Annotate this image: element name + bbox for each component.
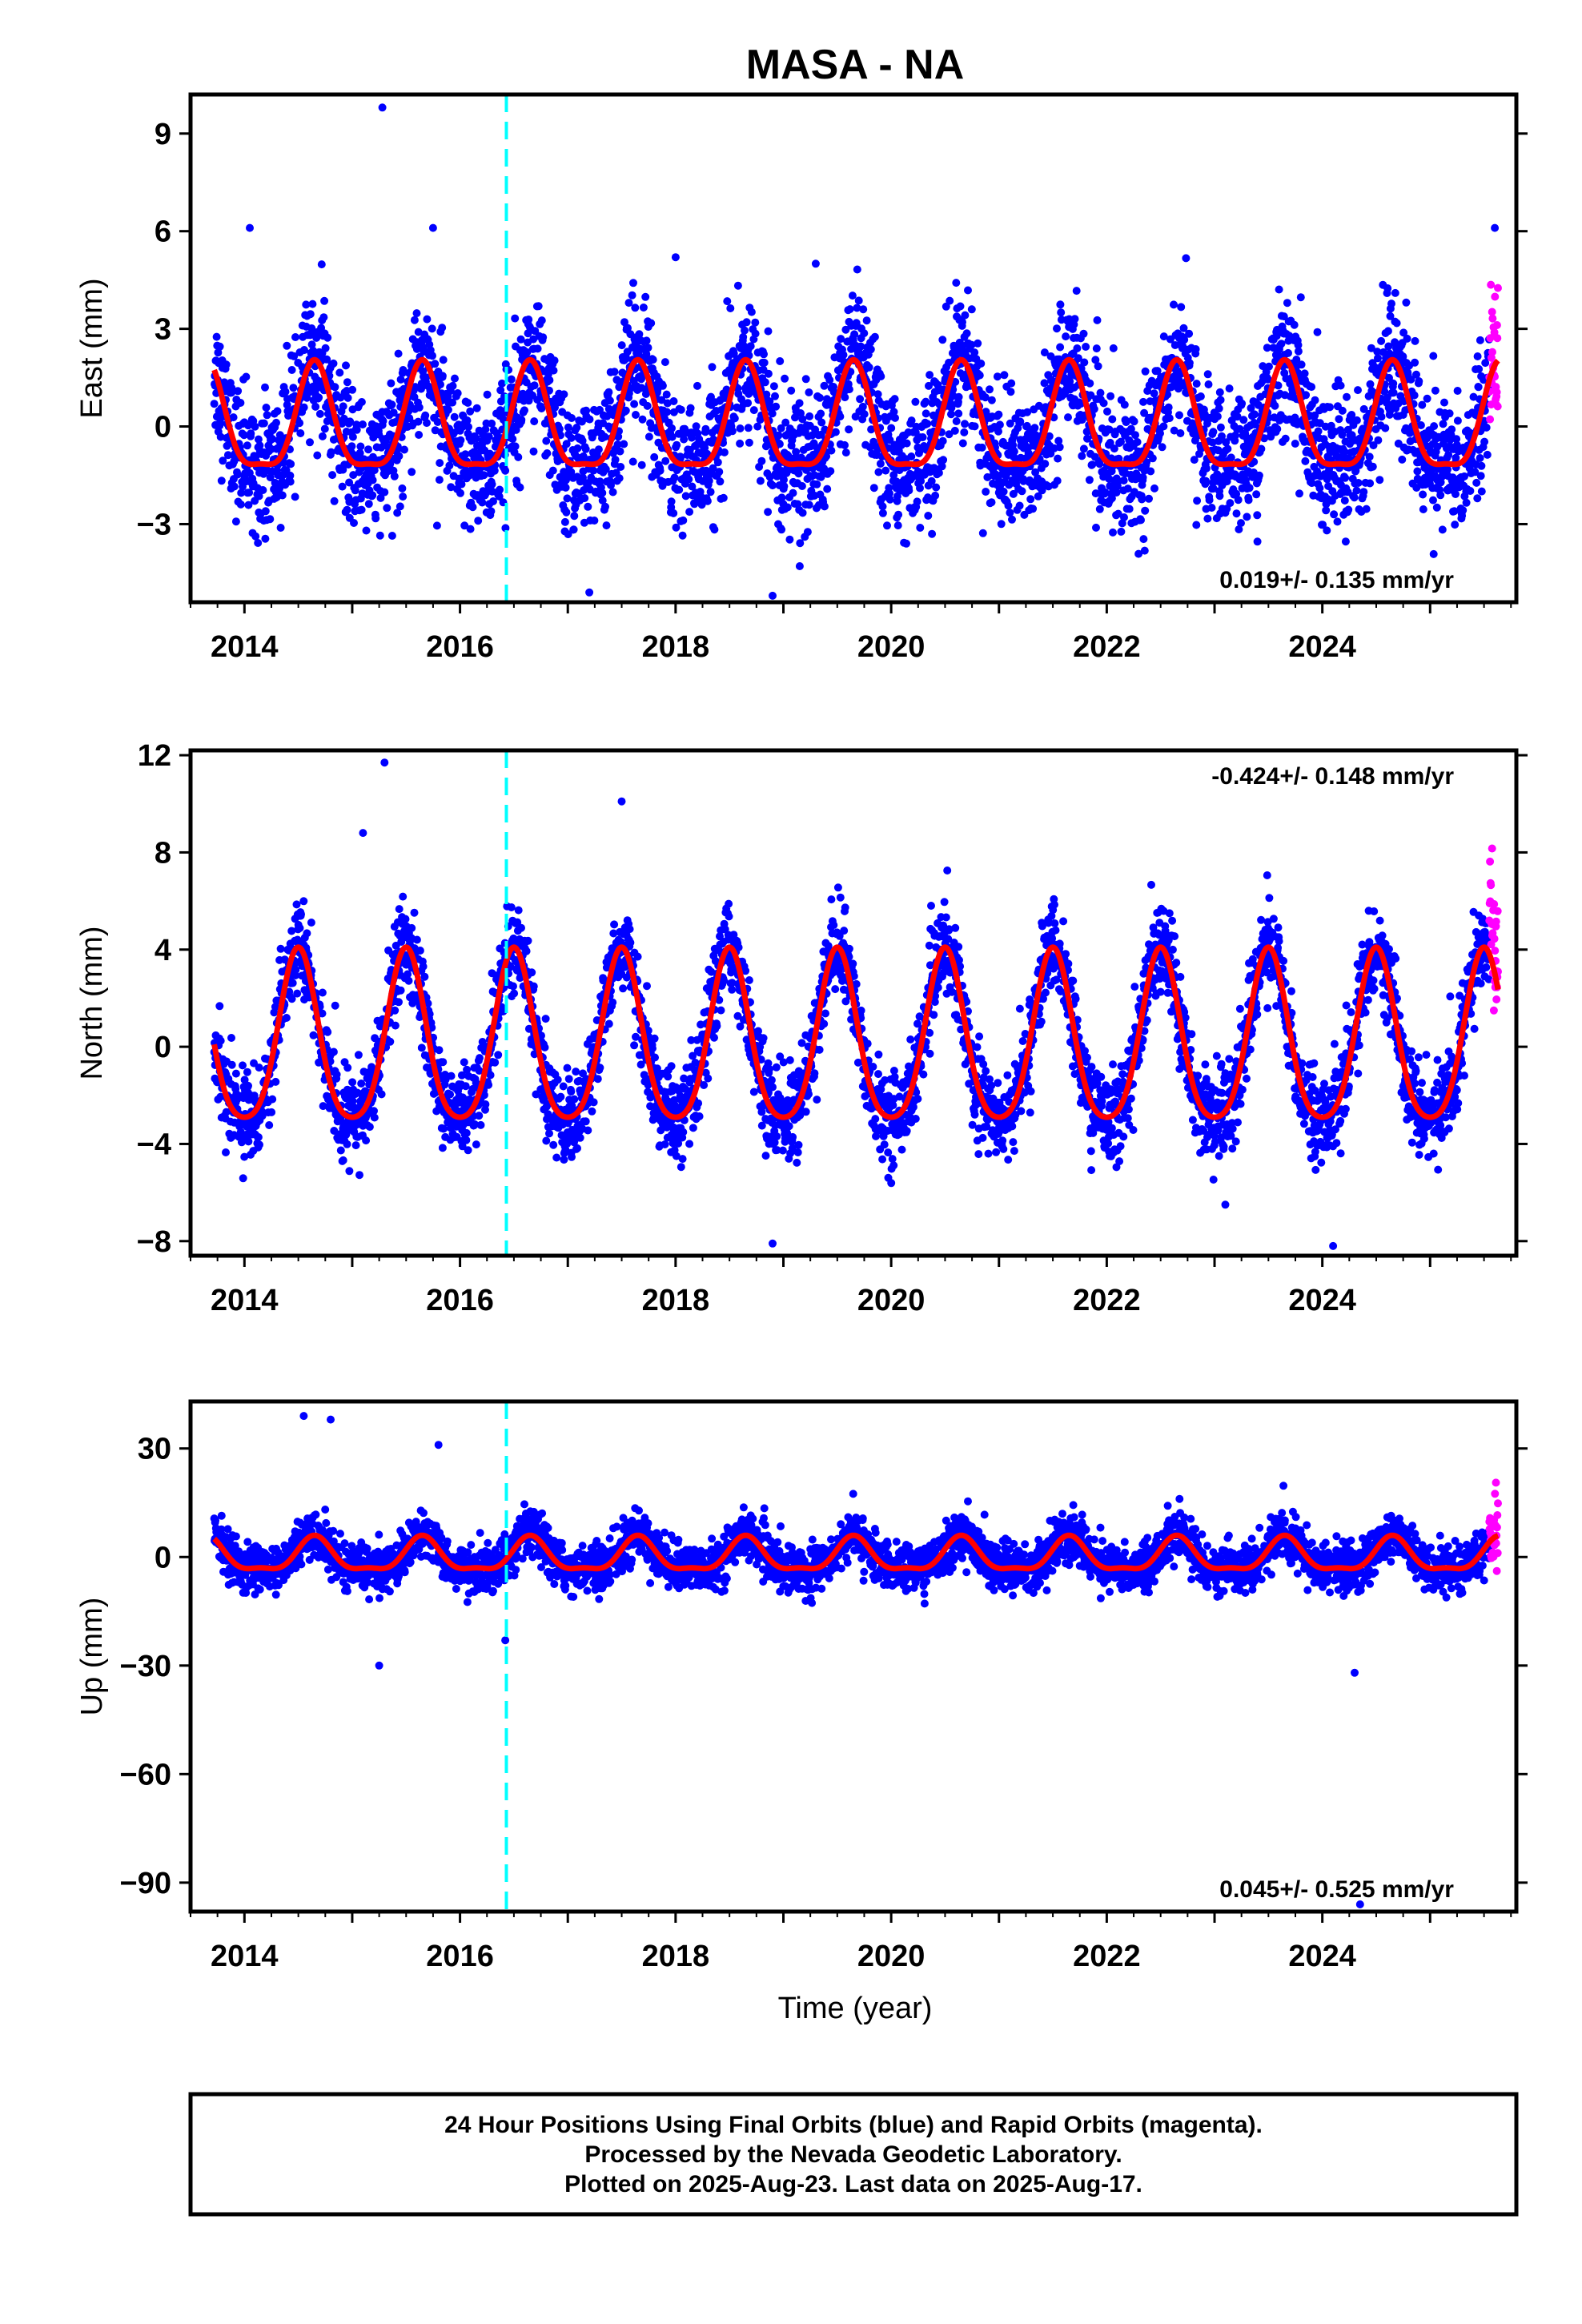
y-tick-label-east: 3: [155, 313, 171, 347]
y-tick-label-north: −8: [137, 1225, 171, 1259]
x-tick-label-east: 2014: [211, 630, 279, 664]
chart-title: MASA - NA: [746, 42, 965, 88]
x-tick-label-north: 2014: [211, 1284, 279, 1317]
x-tick-label-up: 2020: [857, 1940, 926, 1973]
y-tick-label-up: 30: [138, 1433, 171, 1466]
rate-text-north: -0.424+/- 0.148 mm/yr: [1211, 763, 1454, 790]
y-tick-label-up: −30: [120, 1650, 171, 1683]
footer-frame: [188, 2092, 1519, 2217]
y-axis-title-east: East (mm): [75, 278, 109, 418]
frame-east: [188, 92, 1519, 605]
footer-line-2: Processed by the Nevada Geodetic Laborat…: [584, 2141, 1122, 2168]
y-axis-title-up: Up (mm): [75, 1598, 109, 1716]
x-tick-label-up: 2014: [211, 1940, 279, 1973]
plot-area-up: [210, 1412, 1502, 1908]
x-tick-label-north: 2016: [426, 1284, 494, 1317]
y-tick-label-north: −4: [137, 1128, 171, 1161]
x-tick-label-east: 2020: [857, 630, 926, 664]
series-final-orbits-east: [210, 103, 1500, 600]
y-tick-label-north: 8: [155, 836, 171, 870]
x-tick-label-east: 2018: [642, 630, 710, 664]
x-axis-title: Time (year): [778, 1992, 933, 2025]
model-fit-line-up: [212, 1532, 1500, 1572]
y-tick-label-up: 0: [155, 1541, 171, 1574]
model-fit-line-north: [211, 944, 1501, 1120]
y-axis-title-north: North (mm): [75, 926, 109, 1080]
x-tick-label-up: 2016: [426, 1940, 494, 1973]
panel-north: 12 8 4 0 −4 −8 2014 2016 2018 2020 2022 2024 North (…: [75, 739, 1528, 1317]
y-tick-label-north: 0: [155, 1031, 171, 1064]
x-tick-label-east: 2024: [1288, 630, 1356, 664]
y-tick-label-up: −90: [120, 1867, 171, 1900]
panel-east: 9 6 3 0 −3 2014 2016 2018 2020 2022 2024 East (mm) 0…: [75, 92, 1528, 664]
x-tick-label-north: 2020: [857, 1284, 926, 1317]
plot-area-north: [210, 758, 1502, 1250]
y-tick-label-up: −60: [120, 1758, 171, 1791]
y-tick-label-east: 9: [155, 118, 171, 151]
series-rapid-orbits-up: [1485, 1478, 1502, 1575]
series-rapid-orbits-north: [1485, 844, 1502, 1015]
series-final-orbits-up: [210, 1412, 1493, 1908]
frame-up: [188, 1399, 1519, 1914]
y-tick-label-east: 6: [155, 215, 171, 249]
footer-box: 24 Hour Positions Using Final Orbits (bl…: [188, 2092, 1519, 2217]
x-tick-label-up: 2018: [642, 1940, 710, 1973]
rate-text-up: 0.045+/- 0.525 mm/yr: [1219, 1876, 1454, 1903]
x-tick-label-up: 2024: [1288, 1940, 1356, 1973]
footer-line-1: 24 Hour Positions Using Final Orbits (bl…: [444, 2112, 1263, 2138]
y-tick-label-east: −3: [137, 508, 171, 541]
y-tick-label-north: 4: [155, 934, 171, 967]
frame-north: [188, 748, 1519, 1258]
y-tick-label-north: 12: [138, 739, 171, 773]
x-tick-label-east: 2016: [426, 630, 494, 664]
y-tick-label-east: 0: [155, 411, 171, 444]
x-tick-label-north: 2018: [642, 1284, 710, 1317]
x-tick-label-up: 2022: [1073, 1940, 1141, 1973]
model-fit-line-east: [211, 356, 1500, 468]
plot-area-east: [210, 103, 1502, 600]
footer-line-3: Plotted on 2025-Aug-23. Last data on 202…: [564, 2171, 1142, 2197]
x-tick-label-north: 2024: [1288, 1284, 1356, 1317]
rate-text-east: 0.019+/- 0.135 mm/yr: [1219, 567, 1454, 593]
panel-up: 30 0 −30 −60 −90 2014 2016 2018 2020 2022 2024 Up (…: [75, 1399, 1528, 1973]
x-tick-label-east: 2022: [1073, 630, 1141, 664]
x-tick-label-north: 2022: [1073, 1284, 1141, 1317]
